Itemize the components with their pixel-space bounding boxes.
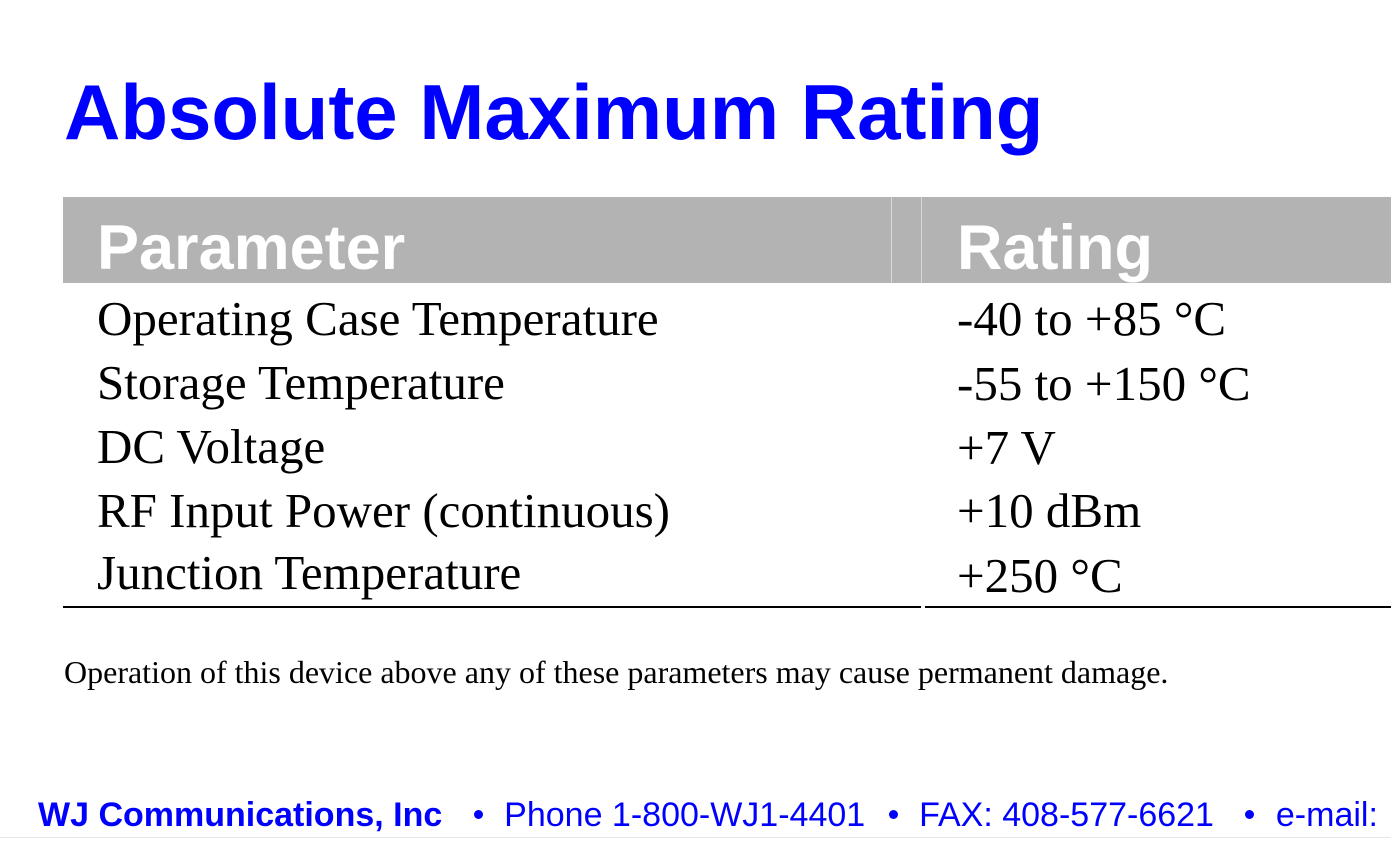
page-title: Absolute Maximum Rating: [64, 68, 1044, 156]
footer-email: e-mail:: [1275, 796, 1378, 834]
header-parameter: Parameter: [97, 213, 406, 283]
bullet-icon: [473, 809, 483, 819]
rating-cell: -55 to +150 °C: [957, 356, 1251, 411]
table-header-row: [63, 197, 1391, 283]
table-bottom-rule: [925, 606, 1391, 608]
table-bottom-rule: [63, 606, 921, 608]
header-divider: [921, 197, 922, 283]
rating-cell: -40 to +85 °C: [957, 291, 1227, 346]
footer-fax: FAX: 408-577-6621: [919, 796, 1214, 834]
parameter-cell: Operating Case Temperature: [97, 291, 659, 346]
parameter-cell: Junction Temperature: [97, 545, 522, 600]
bullet-icon: [1245, 809, 1255, 819]
footer-contact: WJ Communications, Inc Phone 1-800-WJ1-4…: [38, 793, 1378, 837]
parameter-cell: RF Input Power (continuous): [97, 483, 670, 538]
footer-rule: [0, 837, 1391, 838]
header-divider: [891, 197, 892, 283]
parameter-cell: Storage Temperature: [97, 355, 505, 410]
footer-phone: Phone 1-800-WJ1-4401: [504, 796, 866, 834]
parameter-cell: DC Voltage: [97, 419, 326, 474]
rating-cell: +7 V: [957, 420, 1056, 475]
rating-cell: +250 °C: [957, 548, 1123, 603]
rating-cell: +10 dBm: [957, 483, 1142, 538]
footer-company: WJ Communications, Inc: [38, 796, 443, 834]
damage-note: Operation of this device above any of th…: [64, 654, 1169, 690]
header-rating: Rating: [957, 213, 1153, 283]
bullet-icon: [888, 809, 898, 819]
